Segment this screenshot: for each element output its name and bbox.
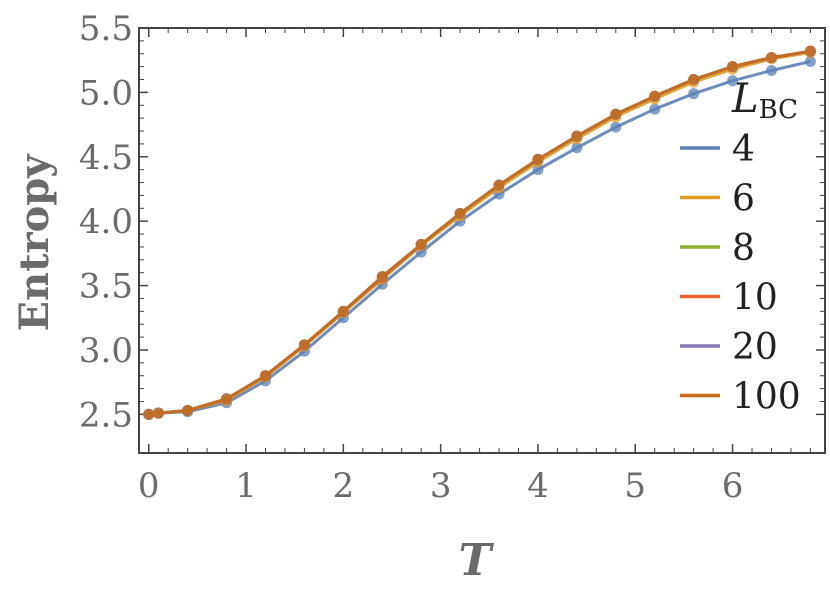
- series-4: [143, 55, 816, 420]
- y-tick-label: 3.5: [79, 267, 133, 307]
- series-line-4: [148, 60, 811, 416]
- legend-label-20: 20: [732, 327, 778, 368]
- data-point-100: [143, 408, 155, 420]
- x-axis-title: T: [459, 535, 495, 586]
- legend-label-4: 4: [732, 129, 755, 170]
- data-point-100: [259, 370, 271, 382]
- x-tick-label: 6: [722, 466, 744, 506]
- y-tick-label: 2.5: [79, 395, 133, 435]
- data-point-100: [415, 238, 427, 250]
- legend-title-sub: BC: [759, 95, 798, 125]
- data-point-100: [765, 52, 777, 64]
- series-20: [143, 45, 816, 420]
- legend-title-main: L: [731, 76, 759, 122]
- data-point-4: [727, 75, 739, 87]
- series-6: [143, 46, 816, 420]
- data-point-100: [221, 393, 233, 405]
- legend-label-8: 8: [732, 228, 755, 269]
- y-tick-label: 5.5: [79, 9, 133, 49]
- data-point-4: [571, 142, 583, 154]
- data-point-100: [532, 153, 544, 165]
- data-point-100: [454, 207, 466, 219]
- data-point-4: [688, 88, 700, 100]
- x-tick-label: 0: [138, 466, 160, 506]
- data-point-100: [610, 108, 622, 120]
- data-point-4: [804, 55, 816, 67]
- data-point-4: [649, 103, 661, 115]
- series-line-8: [148, 49, 811, 416]
- data-point-100: [493, 179, 505, 191]
- y-axis-title: Entropy: [11, 153, 58, 332]
- series-line-100: [148, 49, 811, 416]
- data-point-100: [152, 407, 164, 419]
- series-8: [143, 45, 816, 420]
- data-point-100: [649, 90, 661, 102]
- data-point-100: [688, 74, 700, 86]
- x-tick-label: 1: [235, 466, 257, 506]
- x-tick-label: 5: [624, 466, 646, 506]
- y-tick-label: 5.0: [79, 73, 133, 113]
- legend-label-6: 6: [732, 179, 755, 220]
- x-tick-label: 4: [527, 466, 549, 506]
- data-point-100: [571, 130, 583, 142]
- x-tick-label: 2: [333, 466, 355, 506]
- data-point-100: [804, 45, 816, 57]
- data-point-4: [532, 164, 544, 176]
- x-tick-label: 3: [430, 466, 452, 506]
- series-line-20: [148, 49, 811, 416]
- y-tick-label: 3.0: [79, 331, 133, 371]
- data-point-100: [337, 305, 349, 317]
- series-line-6: [148, 50, 811, 416]
- data-point-100: [298, 339, 310, 351]
- legend-label-10: 10: [732, 278, 778, 319]
- y-tick-label: 4.0: [79, 202, 133, 242]
- series-line-10: [148, 49, 811, 416]
- data-point-100: [376, 271, 388, 283]
- y-tick-label: 4.5: [79, 138, 133, 178]
- legend-label-100: 100: [732, 377, 801, 418]
- legend-title: LBC: [731, 76, 798, 125]
- series-100: [143, 45, 816, 420]
- plot-frame: [138, 27, 826, 454]
- data-point-4: [610, 121, 622, 133]
- data-point-100: [727, 61, 739, 73]
- data-point-100: [182, 405, 194, 416]
- series-10: [143, 45, 816, 420]
- data-point-4: [765, 65, 777, 76]
